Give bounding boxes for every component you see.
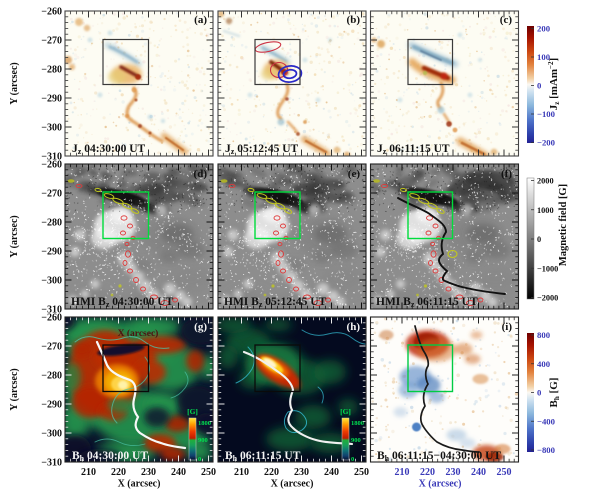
svg-text:(a): (a)	[194, 14, 207, 26]
svg-text:−280: −280	[41, 65, 62, 76]
svg-text:(f): (f)	[501, 168, 512, 180]
svg-text:210: 210	[81, 467, 96, 478]
svg-text:X (arcsec): X (arcsec)	[419, 479, 462, 490]
svg-text:Jz [mAm−2]: Jz [mAm−2]	[547, 58, 561, 110]
svg-text:Jz 06:11:15 UT: Jz 06:11:15 UT	[377, 143, 450, 156]
svg-text:X (arcsec): X (arcsec)	[118, 479, 161, 490]
svg-text:(e): (e)	[348, 168, 361, 180]
svg-text:250: 250	[201, 467, 216, 478]
svg-text:HMI Bz 05:12:45 UT: HMI Bz 05:12:45 UT	[224, 296, 327, 309]
svg-text:HMI Bz 06:11:15 UT: HMI Bz 06:11:15 UT	[376, 296, 478, 309]
svg-text:−300: −300	[41, 276, 62, 287]
svg-text:−270: −270	[41, 36, 62, 47]
svg-text:X (arcsec): X (arcsec)	[118, 328, 159, 339]
svg-text:−280: −280	[41, 218, 62, 229]
svg-text:900: 900	[351, 437, 361, 444]
svg-text:(c): (c)	[500, 14, 513, 26]
svg-text:−800: −800	[537, 445, 556, 455]
svg-text:[G]: [G]	[340, 407, 351, 416]
svg-text:−200: −200	[537, 138, 556, 148]
svg-text:250: 250	[497, 467, 512, 478]
svg-text:−290: −290	[41, 400, 62, 411]
svg-text:Bh [G]: Bh [G]	[548, 378, 561, 408]
svg-text:−300: −300	[41, 123, 62, 134]
svg-text:−260: −260	[41, 160, 62, 171]
svg-text:−270: −270	[41, 342, 62, 353]
svg-text:220: 220	[111, 467, 126, 478]
svg-text:−260: −260	[41, 7, 62, 18]
svg-text:HMI Bz 04:30:00 UT: HMI Bz 04:30:00 UT	[71, 296, 174, 309]
svg-text:0: 0	[198, 456, 201, 463]
svg-text:−310: −310	[41, 152, 62, 163]
svg-text:[G]: [G]	[187, 407, 198, 416]
svg-text:(h): (h)	[347, 321, 361, 333]
svg-text:−290: −290	[41, 247, 62, 258]
svg-text:230: 230	[294, 467, 309, 478]
svg-text:X (arcsec): X (arcsec)	[271, 479, 314, 490]
svg-text:220: 220	[264, 467, 279, 478]
svg-text:1000: 1000	[537, 206, 554, 215]
svg-text:800: 800	[537, 330, 551, 340]
svg-text:−310: −310	[41, 458, 62, 469]
svg-text:240: 240	[171, 467, 186, 478]
svg-text:Jz 04:30:00 UT: Jz 04:30:00 UT	[72, 143, 146, 156]
svg-text:200: 200	[537, 24, 551, 34]
svg-text:Y (arcsec): Y (arcsec)	[9, 62, 20, 104]
svg-text:0: 0	[537, 235, 541, 244]
svg-text:240: 240	[471, 467, 486, 478]
svg-text:100: 100	[537, 52, 551, 62]
svg-text:(g): (g)	[194, 321, 207, 333]
svg-text:−400: −400	[537, 416, 556, 426]
svg-text:0: 0	[351, 456, 354, 463]
svg-text:(i): (i)	[502, 321, 513, 333]
svg-text:−270: −270	[41, 189, 62, 200]
svg-text:Bh 04:30:00 UT: Bh 04:30:00 UT	[72, 450, 148, 463]
svg-text:220: 220	[420, 467, 435, 478]
svg-text:0: 0	[537, 388, 542, 398]
svg-text:2000: 2000	[537, 177, 554, 186]
svg-text:1800: 1800	[351, 420, 364, 427]
svg-text:−290: −290	[41, 94, 62, 105]
svg-text:−2000: −2000	[537, 294, 558, 303]
svg-text:900: 900	[198, 437, 208, 444]
svg-text:(b): (b)	[347, 14, 361, 26]
svg-text:1800: 1800	[198, 420, 211, 427]
svg-text:230: 230	[141, 467, 156, 478]
svg-text:−300: −300	[41, 429, 62, 440]
svg-text:−1000: −1000	[537, 264, 558, 273]
svg-text:−280: −280	[41, 371, 62, 382]
svg-text:Y (arcsec): Y (arcsec)	[9, 368, 20, 410]
svg-text:−260: −260	[41, 313, 62, 324]
svg-text:−100: −100	[537, 109, 556, 119]
svg-text:Jz 05:12:45 UT: Jz 05:12:45 UT	[225, 143, 299, 156]
svg-text:Y (arcsec): Y (arcsec)	[9, 215, 20, 257]
svg-text:230: 230	[446, 467, 461, 478]
svg-text:210: 210	[234, 467, 249, 478]
svg-text:Bh 06:11:15−04:30:00 UT: Bh 06:11:15−04:30:00 UT	[377, 450, 501, 463]
svg-text:240: 240	[324, 467, 339, 478]
svg-text:(d): (d)	[194, 168, 208, 180]
svg-text:−310: −310	[41, 305, 62, 316]
svg-text:400: 400	[537, 359, 551, 369]
svg-text:210: 210	[395, 467, 410, 478]
svg-text:Magnetic field [G]: Magnetic field [G]	[558, 184, 569, 266]
svg-text:Bh 06:11:15 UT: Bh 06:11:15 UT	[225, 450, 301, 463]
svg-text:0: 0	[537, 81, 542, 91]
svg-text:250: 250	[354, 467, 369, 478]
